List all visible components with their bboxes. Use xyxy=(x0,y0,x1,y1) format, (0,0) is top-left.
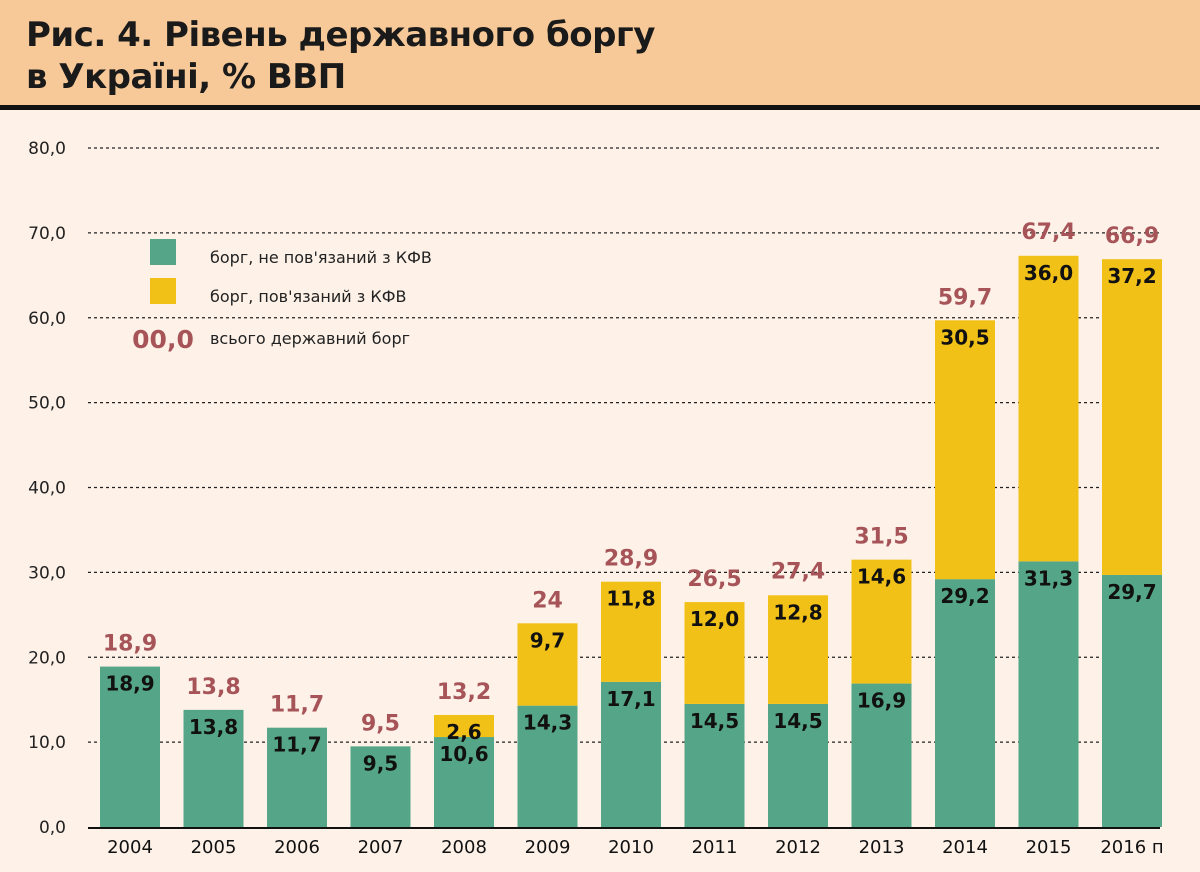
data-label-non-kfv: 14,5 xyxy=(690,709,739,733)
data-label-non-kfv: 9,5 xyxy=(363,751,398,775)
legend-swatch-non-kfv xyxy=(150,239,176,265)
data-label-non-kfv: 29,2 xyxy=(940,584,989,608)
data-label-kfv: 12,0 xyxy=(690,607,739,631)
data-label-total: 66,9 xyxy=(1105,224,1159,249)
bar-segment-kfv xyxy=(434,714,494,738)
data-label-kfv: 2,6 xyxy=(446,720,481,744)
x-tick-label: 2010 xyxy=(608,837,654,858)
data-label-total: 26,5 xyxy=(687,567,741,592)
x-tick-label: 2015 xyxy=(1026,837,1072,858)
data-label-total: 13,2 xyxy=(437,680,491,705)
data-label-non-kfv: 18,9 xyxy=(105,672,154,696)
bar-segment-kfv xyxy=(684,602,745,704)
legend-label: борг, пов'язаний з КФВ xyxy=(210,287,406,306)
data-label-kfv: 36,0 xyxy=(1024,261,1073,285)
data-label-total: 13,8 xyxy=(186,675,240,700)
legend-swatch-kfv xyxy=(150,278,176,304)
data-label-total: 67,4 xyxy=(1021,220,1075,245)
data-label-non-kfv: 17,1 xyxy=(606,687,655,711)
data-label-kfv: 30,5 xyxy=(940,325,989,349)
bar-segment-non-kfv xyxy=(100,666,160,827)
data-label-non-kfv: 29,7 xyxy=(1107,580,1156,604)
data-label-non-kfv: 14,3 xyxy=(523,711,572,735)
x-tick-label: 2013 xyxy=(859,837,905,858)
data-label-total: 31,5 xyxy=(854,525,908,550)
x-axis-labels: 2004 2005 2006 2007 2008 2009 2010 2011 2012 2013… xyxy=(107,837,1164,858)
x-tick-label: 2007 xyxy=(358,837,404,858)
y-tick-label: 60,0 xyxy=(28,309,66,329)
bar-segment-non-kfv xyxy=(1018,561,1079,827)
bar-segment-non-kfv xyxy=(183,709,244,827)
x-tick-label: 2016 п xyxy=(1100,837,1163,858)
legend: борг, не пов'язаний з КФВ борг, пов'язани… xyxy=(132,239,432,354)
bars xyxy=(100,255,1162,827)
legend-label: всього державний борг xyxy=(210,329,410,348)
bar-segment-non-kfv xyxy=(517,705,578,827)
bar-segment-kfv xyxy=(1018,255,1079,562)
bar-segment-non-kfv xyxy=(768,703,828,827)
bar-segment-kfv xyxy=(601,581,661,682)
x-tick-label: 2011 xyxy=(692,837,738,858)
bar-segment-kfv xyxy=(851,559,912,684)
data-label-non-kfv: 16,9 xyxy=(857,689,906,713)
data-label-total: 9,5 xyxy=(361,711,400,736)
data-label-total: 18,9 xyxy=(103,632,157,657)
data-label-non-kfv: 10,6 xyxy=(439,742,488,766)
data-label-kfv: 14,6 xyxy=(857,565,906,589)
data-label-total: 59,7 xyxy=(938,285,992,310)
bar-segment-kfv xyxy=(1102,259,1162,575)
y-tick-label: 0,0 xyxy=(39,818,66,838)
y-tick-label: 10,0 xyxy=(28,733,66,753)
legend-label: борг, не пов'язаний з КФВ xyxy=(210,248,432,267)
x-tick-label: 2004 xyxy=(107,837,153,858)
segment-labels: 18,9 13,8 11,7 9,5 10,62,6 14,3 9,7 17,1 11,8 14,… xyxy=(105,261,1156,776)
bar-segment-non-kfv xyxy=(601,681,661,827)
x-tick-label: 2014 xyxy=(942,837,988,858)
x-tick-label: 2008 xyxy=(441,837,487,858)
data-label-kfv: 11,8 xyxy=(606,587,655,611)
data-label-total: 28,9 xyxy=(604,547,658,572)
bar-segment-non-kfv xyxy=(935,579,995,827)
bar-segment-non-kfv xyxy=(434,737,494,827)
data-label-kfv: 37,2 xyxy=(1107,264,1156,288)
bar-segment-non-kfv xyxy=(350,746,411,827)
bar-segment-non-kfv xyxy=(851,683,912,827)
data-label-kfv: 12,8 xyxy=(773,600,822,624)
bar-segment-kfv xyxy=(768,595,828,704)
bar-segment-non-kfv xyxy=(267,727,327,827)
x-tick-label: 2012 xyxy=(775,837,821,858)
chart-title: Рис. 4. Рівень державного боргу в Україн… xyxy=(26,15,655,97)
y-tick-label: 30,0 xyxy=(28,563,66,583)
data-label-non-kfv: 14,5 xyxy=(773,709,822,733)
data-label-non-kfv: 13,8 xyxy=(189,715,238,739)
data-label-total: 27,4 xyxy=(771,559,825,584)
y-tick-label: 70,0 xyxy=(28,224,66,244)
bar-segment-kfv xyxy=(517,623,578,706)
bar-segment-non-kfv xyxy=(684,703,745,827)
data-label-total: 24 xyxy=(532,588,563,613)
bar-segment-non-kfv xyxy=(1102,574,1162,827)
legend-swatch-total: 00,0 xyxy=(132,325,194,354)
x-tick-label: 2009 xyxy=(525,837,571,858)
x-tick-label: 2006 xyxy=(274,837,320,858)
y-tick-label: 20,0 xyxy=(28,648,66,668)
data-label-total: 11,7 xyxy=(270,693,324,718)
y-axis-ticks: 0,0 10,0 20,0 30,0 40,0 50,0 60,0 70,0 80,0 xyxy=(28,139,66,838)
data-label-non-kfv: 11,7 xyxy=(272,733,321,757)
bar-segment-kfv xyxy=(935,320,995,580)
y-tick-label: 50,0 xyxy=(28,394,66,414)
data-label-kfv: 9,7 xyxy=(530,628,565,652)
y-tick-label: 40,0 xyxy=(28,479,66,499)
y-tick-label: 80,0 xyxy=(28,139,66,159)
data-label-non-kfv: 31,3 xyxy=(1024,566,1073,590)
chart-header: Рис. 4. Рівень державного боргу в Україн… xyxy=(0,0,1200,110)
x-tick-label: 2005 xyxy=(191,837,237,858)
total-labels: 18,9 13,8 11,7 9,5 13,2 24 28,9 26,5 27,4 31,5 59,… xyxy=(103,220,1159,736)
